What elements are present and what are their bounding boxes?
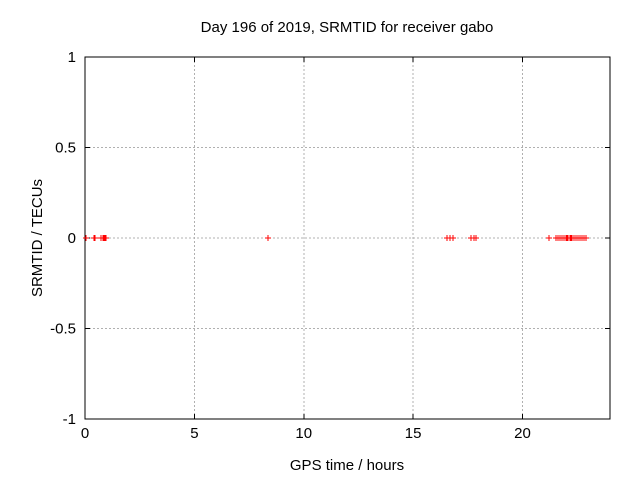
x-tick-label: 15 [405,425,422,442]
y-tick-label: 0.5 [55,140,76,157]
data-point-marker [546,235,552,241]
axis-tick-marks [84,56,610,420]
y-tick-label: 0 [68,230,76,247]
data-point-marker [265,235,271,241]
x-tick-label: 20 [514,425,531,442]
data-point-marker [83,235,89,241]
y-tick-labels: 1 0.5 0 -0.5 -1 [50,49,76,428]
data-point-marker [473,235,479,241]
plot-frame [84,56,611,420]
x-tick-label: 0 [81,425,89,442]
x-tick-label: 10 [295,425,312,442]
y-tick-label: -0.5 [50,321,76,338]
data-point-marker [92,235,98,241]
data-point-marker [450,235,456,241]
chart-title: Day 196 of 2019, SRMTID for receiver gab… [201,19,494,36]
x-tick-label: 5 [190,425,198,442]
x-axis-label: GPS time / hours [290,457,404,474]
data-points [83,235,589,241]
y-axis-label: SRMTID / TECUs [29,179,46,297]
y-tick-label: -1 [63,411,76,428]
data-point-marker [583,235,589,241]
data-point-marker [103,235,109,241]
grid-lines [84,56,610,420]
y-tick-label: 1 [68,49,76,66]
x-tick-labels: 0 5 10 15 20 [81,425,531,442]
